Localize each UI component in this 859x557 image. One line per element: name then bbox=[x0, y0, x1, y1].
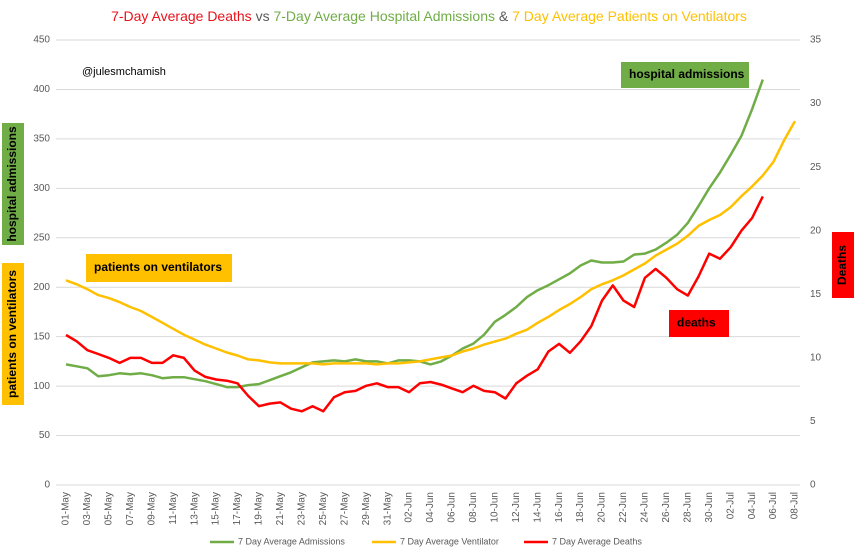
x-tick-label: 08-Jun bbox=[468, 492, 479, 523]
x-tick-label: 02-Jul bbox=[725, 492, 736, 519]
x-tick-label: 01-May bbox=[61, 492, 72, 525]
x-tick-label: 15-May bbox=[211, 492, 222, 525]
x-tick-label: 18-Jun bbox=[575, 492, 586, 523]
x-tick-label: 17-May bbox=[232, 492, 243, 525]
legend-label: 7 Day Average Ventilator bbox=[400, 536, 499, 546]
x-tick-label: 27-May bbox=[339, 492, 350, 525]
x-tick-label: 26-Jun bbox=[661, 492, 672, 523]
x-tick-label: 30-Jun bbox=[704, 492, 715, 523]
x-tick-label: 10-Jun bbox=[489, 492, 500, 523]
annotation-label: hospital admissions bbox=[629, 67, 745, 81]
y-axis-title-2-box bbox=[2, 263, 24, 405]
title-part: 7 Day Average Patients on Ventilators bbox=[512, 8, 747, 24]
y2-tick-label: 15 bbox=[810, 289, 822, 300]
y-tick-label: 50 bbox=[39, 430, 51, 441]
annotation-box bbox=[621, 62, 749, 88]
x-tick-label: 31-May bbox=[382, 492, 393, 525]
x-tick-label: 25-May bbox=[318, 492, 329, 525]
y-tick-label: 100 bbox=[33, 381, 50, 392]
y2-tick-label: 5 bbox=[810, 416, 816, 427]
title-part: & bbox=[495, 8, 512, 24]
y2-tick-label: 35 bbox=[810, 35, 822, 46]
x-tick-label: 09-May bbox=[146, 492, 157, 525]
y-tick-label: 450 bbox=[33, 35, 50, 46]
x-tick-label: 19-May bbox=[254, 492, 265, 525]
legend-label: 7 Day Average Deaths bbox=[552, 536, 642, 546]
x-tick-label: 04-Jun bbox=[425, 492, 436, 523]
x-tick-label: 29-May bbox=[361, 492, 372, 525]
x-tick-label: 02-Jun bbox=[404, 492, 415, 523]
x-tick-label: 06-Jun bbox=[447, 492, 458, 523]
y2-tick-label: 20 bbox=[810, 225, 822, 236]
y-tick-label: 250 bbox=[33, 232, 50, 243]
x-tick-label: 21-May bbox=[275, 492, 286, 525]
handle: @julesmchamish bbox=[82, 66, 166, 78]
y-tick-label: 150 bbox=[33, 331, 50, 342]
y2-axis-title-box bbox=[832, 232, 854, 298]
y2-tick-label: 30 bbox=[810, 98, 822, 109]
legend-label: 7 Day Average Admissions bbox=[238, 536, 345, 546]
annotation-box bbox=[86, 254, 232, 282]
y-axis-title-box bbox=[2, 123, 24, 245]
x-tick-label: 05-May bbox=[104, 492, 115, 525]
x-tick-label: 22-Jun bbox=[618, 492, 629, 523]
series-line bbox=[65, 195, 764, 413]
y2-axis-title: Deaths bbox=[835, 245, 849, 285]
y-tick-label: 350 bbox=[33, 134, 50, 145]
y-tick-label: 200 bbox=[33, 282, 50, 293]
x-tick-label: 11-May bbox=[168, 492, 179, 525]
x-tick-label: 23-May bbox=[296, 492, 307, 525]
x-tick-label: 04-Jul bbox=[747, 492, 758, 519]
y-tick-label: 0 bbox=[44, 480, 50, 491]
y-tick-label: 400 bbox=[33, 84, 50, 95]
annotation-box bbox=[669, 310, 729, 337]
y2-tick-label: 10 bbox=[810, 352, 822, 363]
annotation-label: deaths bbox=[677, 316, 716, 330]
chart-title: 7-Day Average Deaths vs 7-Day Average Ho… bbox=[111, 8, 747, 24]
x-tick-label: 13-May bbox=[189, 492, 200, 525]
y-tick-label: 300 bbox=[33, 183, 50, 194]
x-tick-label: 14-Jun bbox=[532, 492, 543, 523]
title-part: 7-Day Average Hospital Admissions bbox=[273, 8, 495, 24]
x-tick-label: 24-Jun bbox=[640, 492, 651, 523]
x-tick-label: 16-Jun bbox=[554, 492, 565, 523]
series-line bbox=[65, 120, 797, 366]
x-tick-label: 28-Jun bbox=[682, 492, 693, 523]
y-axis-title: hospital admissions bbox=[5, 126, 19, 242]
title-part: vs bbox=[252, 8, 274, 24]
y2-tick-label: 0 bbox=[810, 480, 816, 491]
x-tick-label: 03-May bbox=[82, 492, 93, 525]
title-part: 7-Day Average Deaths bbox=[111, 8, 252, 24]
x-tick-label: 12-Jun bbox=[511, 492, 522, 523]
annotation-label: patients on ventilators bbox=[94, 260, 222, 274]
x-tick-label: 08-Jul bbox=[790, 492, 801, 519]
y-axis-title-2: patients on ventilators bbox=[5, 270, 19, 398]
x-tick-label: 20-Jun bbox=[597, 492, 608, 523]
x-tick-label: 07-May bbox=[125, 492, 136, 525]
x-tick-label: 06-Jul bbox=[768, 492, 779, 519]
y2-tick-label: 25 bbox=[810, 162, 822, 173]
series-line bbox=[65, 79, 764, 389]
